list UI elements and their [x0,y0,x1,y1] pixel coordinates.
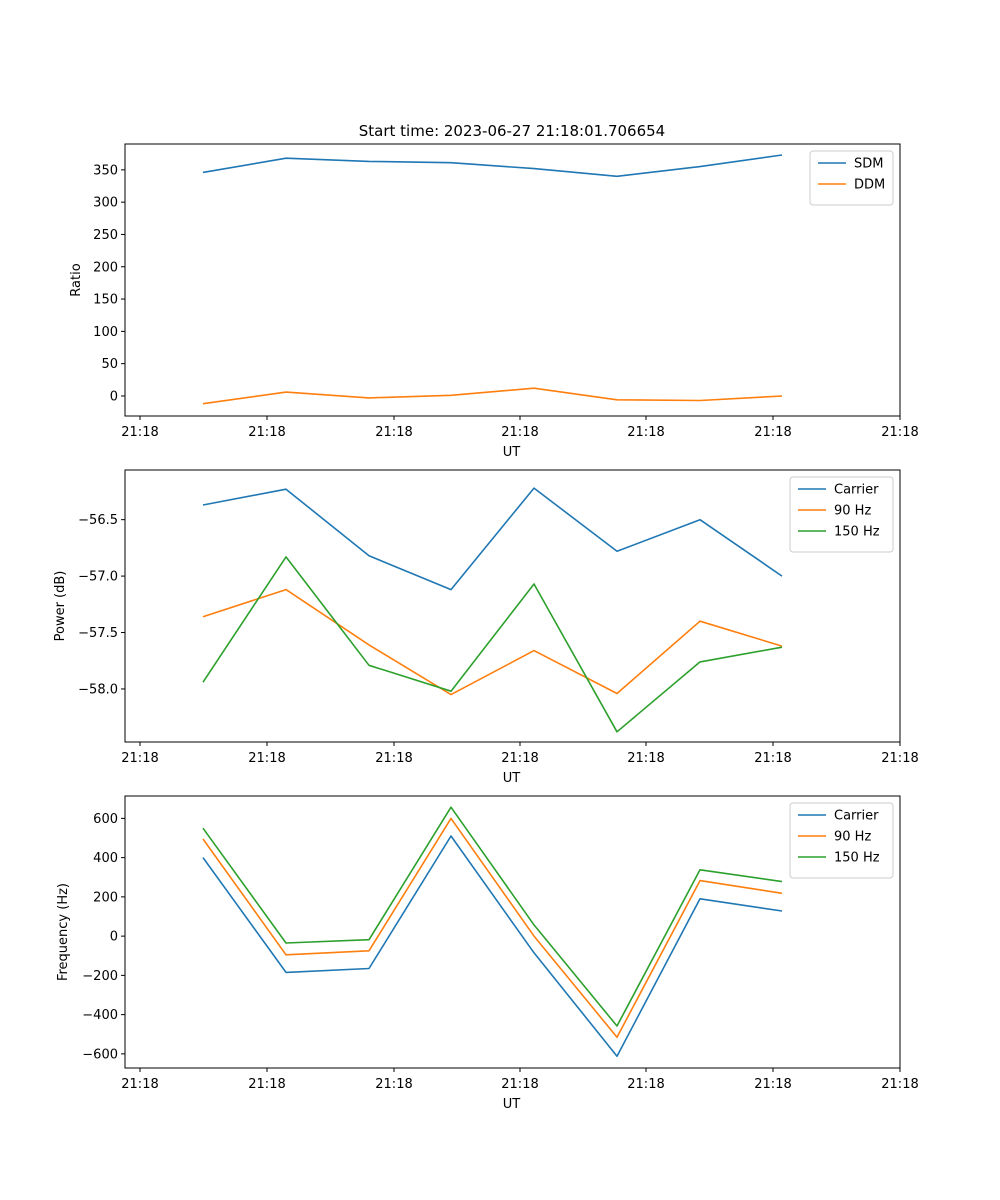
x-tick-label: 21:18 [501,751,538,766]
y-tick-label: −200 [82,969,118,984]
x-tick-label: 21:18 [375,425,412,440]
series-line-carrier [202,487,783,591]
legend: SDM DDM [809,150,894,206]
y-tick-label: −600 [82,1047,118,1062]
legend-box [809,150,894,206]
chart-title: Start time: 2023-06-27 21:18:01.706654 [359,122,665,140]
x-tick-label: 21:18 [375,751,412,766]
x-axis-label: UT [503,771,521,786]
axes-frame [124,795,901,1069]
y-tick-label: 0 [110,389,118,404]
legend-label: 150 Hz [834,525,880,540]
y-tick-label: 600 [93,812,118,827]
x-tick-label: 21:18 [121,751,158,766]
panel-1: 21:18 21:18 21:18 21:18 21:18 21:18 21:18 UT 0 50… [69,143,919,460]
legend-label: Carrier [834,483,879,498]
x-tick-label: 21:18 [754,425,791,440]
y-tick-label: 400 [93,851,118,866]
legend-box [789,802,894,879]
legend-label: DDM [854,178,885,193]
series-line-90-hz [202,817,783,1038]
x-tick-label: 21:18 [881,425,918,440]
y-tick-label: −57.5 [78,626,118,641]
series-line-sdm [202,154,783,178]
y-tick-label: −56.5 [78,513,118,528]
x-tick-label: 21:18 [501,425,538,440]
x-tick-label: 21:18 [248,751,285,766]
y-tick-label: 200 [93,260,118,275]
x-tick-label: 21:18 [375,1077,412,1092]
y-tick-label: 100 [93,325,118,340]
y-axis-label: Power (dB) [53,571,68,642]
x-tick-label: 21:18 [627,425,664,440]
x-axis-label: UT [503,445,521,460]
y-tick-label: 350 [93,163,118,178]
y-tick-label: −58.0 [78,682,118,697]
series-line-150-hz [202,806,783,1027]
x-tick-label: 21:18 [248,1077,285,1092]
x-axis-label: UT [503,1097,521,1112]
legend-label: 150 Hz [834,851,880,866]
x-tick-label: 21:18 [501,1077,538,1092]
y-axis-label: Ratio [69,263,84,296]
legend: Carrier 90 Hz 150 Hz [789,476,894,553]
panel-2: 21:18 21:18 21:18 21:18 21:18 21:18 21:18 UT −58… [53,469,919,786]
y-tick-label: −400 [82,1008,118,1023]
panel-3: 21:18 21:18 21:18 21:18 21:18 21:18 21:18 UT −60… [56,795,919,1112]
y-tick-label: 0 [110,930,118,945]
series-line-90-hz [202,588,783,696]
legend: Carrier 90 Hz 150 Hz [789,802,894,879]
legend-label: Carrier [834,809,879,824]
x-tick-label: 21:18 [881,751,918,766]
x-tick-label: 21:18 [627,1077,664,1092]
legend-label: 90 Hz [834,504,871,519]
axes-frame [124,143,901,417]
series-line-carrier [202,835,783,1057]
y-tick-label: 50 [101,357,118,372]
y-axis-label: Frequency (Hz) [56,883,71,981]
y-tick-label: 150 [93,293,118,308]
legend-box [789,476,894,553]
y-tick-label: 200 [93,890,118,905]
x-tick-label: 21:18 [881,1077,918,1092]
series-line-150-hz [202,556,783,733]
x-tick-label: 21:18 [248,425,285,440]
legend-label: SDM [854,157,883,172]
y-tick-label: 250 [93,228,118,243]
x-tick-label: 21:18 [121,1077,158,1092]
x-tick-label: 21:18 [627,751,664,766]
y-tick-label: −57.0 [78,570,118,585]
panels-container: 21:18 21:18 21:18 21:18 21:18 21:18 21:18 UT 0 50… [53,143,919,1112]
series-line-ddm [202,387,783,405]
legend-label: 90 Hz [834,830,871,845]
x-tick-label: 21:18 [121,425,158,440]
axes-frame [124,469,901,743]
y-tick-label: 300 [93,196,118,211]
x-tick-label: 21:18 [754,751,791,766]
x-tick-label: 21:18 [754,1077,791,1092]
